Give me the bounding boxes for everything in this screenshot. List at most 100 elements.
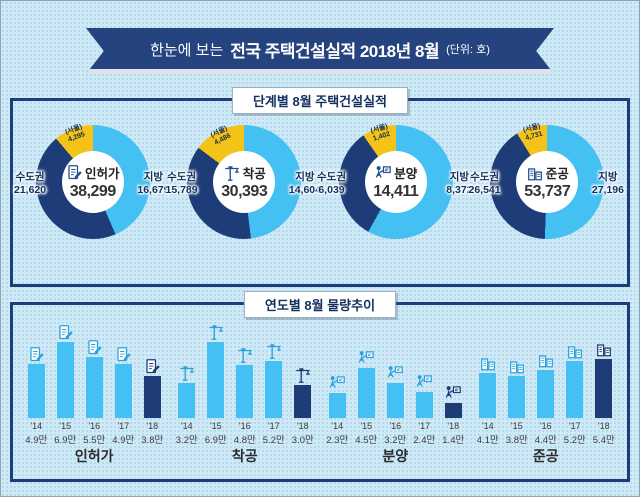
donut-title: 분양	[394, 167, 418, 181]
bar-series: '14 4.9만 '15 6.9만 '16 5.5만 '17 4.9만 '18 3.8만	[20, 321, 168, 446]
donut-chart-permits: 수도권 21,620 지방 16,679 (서울) 4,295 인허가 38,299	[14, 121, 170, 273]
sale-icon	[386, 364, 404, 382]
section-stage: 단계별 8월 주택건설실적 수도권 21,620 지방 16,679 (서울) 4,2…	[10, 87, 630, 287]
bar-value-label: 5.4만	[592, 435, 615, 446]
section-trend: 연도별 8월 물량추이 '14 4.9만 '15 6.9만 '16 5.5만 '17 4.9만…	[10, 291, 630, 482]
bar-column: '14 2.3만	[325, 374, 350, 446]
bar	[415, 392, 433, 418]
permit-icon	[115, 346, 132, 363]
capital-label: 수도권 26,541	[468, 171, 501, 196]
bar-column: '15 3.8만	[504, 357, 529, 446]
bar-year-label: '17	[418, 421, 431, 431]
header-unit: (단위: 호)	[446, 44, 490, 56]
bar-value-label: 3.0만	[291, 435, 314, 446]
bar-year-label: '18	[146, 421, 159, 431]
bar	[27, 364, 45, 418]
bar-value-label: 3.8만	[505, 435, 528, 446]
bar-value-label: 3.2만	[175, 435, 198, 446]
bar-year-label: '15	[209, 421, 222, 431]
bar-column: '16 4.8만	[232, 346, 257, 446]
crane-icon	[265, 342, 283, 360]
capital-label: 수도권 6,039	[317, 171, 346, 196]
bar-value-label: 1.4만	[442, 435, 465, 446]
donut-ring: (서울) 4,731 준공 53,737	[490, 123, 605, 239]
donut-total: 38,299	[69, 183, 116, 200]
completion-icon	[479, 354, 497, 372]
bar-series: '14 2.3만 '15 4.5만 '16 3.2만 '17 2.4만 '18 1.4만	[321, 321, 469, 446]
bar-column: '18 1.4만	[441, 384, 466, 446]
sale-icon	[444, 384, 462, 402]
bar	[143, 376, 161, 418]
bar-group-label: 분양	[382, 448, 409, 464]
crane-icon	[294, 366, 312, 384]
permit-icon	[66, 164, 83, 181]
donut-center: 착공 30,393	[213, 151, 276, 213]
bar-value-label: 2.3만	[326, 435, 349, 446]
bar	[479, 373, 497, 418]
bar-value-label: 3.8만	[141, 435, 164, 446]
completion-icon	[537, 351, 555, 369]
bar	[207, 342, 225, 418]
bar-value-label: 5.2만	[262, 435, 285, 446]
bar-year-label: '14	[30, 421, 43, 431]
completion-icon	[508, 357, 526, 375]
crane-icon	[236, 346, 254, 364]
bar-year-label: '14	[331, 421, 344, 431]
section-stage-title: 단계별 8월 주택건설실적	[231, 87, 409, 114]
bar-value-label: 2.4만	[413, 435, 436, 446]
donut-ring: (서울) 4,295 인허가 38,299	[35, 124, 150, 239]
bar-value-label: 5.2만	[563, 435, 586, 446]
bar	[294, 385, 312, 418]
completion-icon	[566, 342, 584, 360]
bar-group-permits: '14 4.9만 '15 6.9만 '16 5.5만 '17 4.9만 '18 3.8만 인허가	[20, 321, 168, 466]
page-title: 전국 주택건설실적 2018년 8월	[230, 41, 440, 61]
bar-value-label: 5.5만	[83, 435, 106, 446]
bar-column: '14 3.2만	[174, 364, 199, 446]
permit-icon	[28, 346, 45, 363]
permit-icon	[144, 358, 161, 375]
bar-value-label: 4.1만	[476, 435, 499, 446]
bar-value-label: 6.9만	[204, 435, 227, 446]
bar	[178, 383, 196, 418]
bar	[85, 357, 103, 418]
bar	[444, 403, 462, 418]
header-ribbon: 한눈에 보는 전국 주택건설실적 2018년 8월 (단위: 호)	[86, 28, 554, 74]
crane-icon	[223, 164, 241, 182]
donut-title: 인허가	[84, 167, 120, 181]
header-prefix: 한눈에 보는	[150, 41, 224, 59]
donut-chart-sales: 수도권 6,039 지방 8,372 (서울) 1,402 분양 14,411	[317, 121, 473, 273]
bar	[386, 383, 404, 418]
bar-column: '17 4.9만	[111, 346, 136, 446]
bar-series: '14 3.2만 '15 6.9만 '16 4.8만 '17 5.2만 '18 3.0만	[171, 321, 319, 446]
sale-icon	[415, 373, 433, 391]
bar-column: '18 3.0만	[290, 366, 315, 446]
bar-year-label: '18	[597, 421, 610, 431]
bar	[595, 359, 613, 418]
bar-year-label: '15	[360, 421, 373, 431]
bar-group-starts: '14 3.2만 '15 6.9만 '16 4.8만 '17 5.2만 '18 3.0만 착공	[171, 321, 319, 466]
permit-icon	[86, 339, 103, 356]
donut-total: 53,737	[524, 183, 571, 200]
donut-chart-completions: 수도권 26,541 지방 27,196 (서울) 4,731 준공 53,737	[468, 121, 624, 273]
donut-total: 30,393	[221, 183, 268, 200]
bar-column: '17 5.2만	[562, 342, 587, 446]
capital-label: 수도권 21,620	[14, 171, 47, 196]
province-label: 지방 8,372	[446, 171, 473, 196]
donut-ring: (서울) 1,402 분양 14,411	[338, 123, 453, 239]
donut-center: 인허가 38,299	[61, 151, 124, 213]
bar-column: '15 6.9만	[53, 324, 78, 446]
bar-column: '16 4.4만	[533, 351, 558, 446]
bar-value-label: 3.2만	[384, 435, 407, 446]
bar-column: '17 2.4만	[412, 373, 437, 446]
donut-title: 준공	[545, 167, 569, 181]
permit-icon	[57, 324, 74, 341]
bar	[566, 361, 584, 418]
bar-series: '14 4.1만 '15 3.8만 '16 4.4만 '17 5.2만 '18 5.4만	[472, 321, 620, 446]
bar-year-label: '16	[238, 421, 251, 431]
bar-value-label: 4.9만	[25, 435, 48, 446]
crane-icon	[207, 323, 225, 341]
bar	[114, 364, 132, 418]
donut-chart-starts: 수도권 15,789 지방 14,604 (서울) 4,486 착공 30,393	[166, 121, 321, 273]
bar-year-label: '17	[568, 421, 581, 431]
